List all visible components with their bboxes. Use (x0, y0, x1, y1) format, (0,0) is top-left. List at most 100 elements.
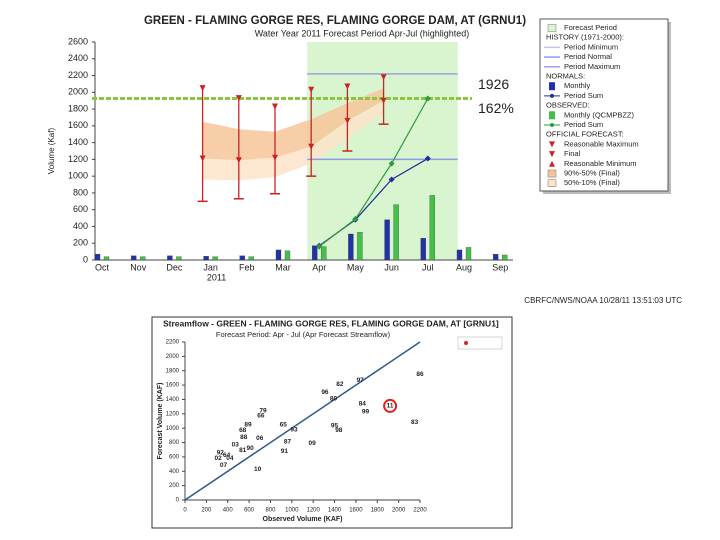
bar (393, 204, 399, 261)
bar (94, 253, 101, 261)
bar (203, 256, 209, 261)
forecast-final (199, 155, 206, 162)
y-tick-label: 2200 (68, 70, 88, 80)
y-tick-label: 1000 (166, 426, 180, 432)
legend-label: 90%-50% (Final) (564, 168, 620, 177)
forecast-max (272, 103, 278, 110)
bar (103, 256, 110, 261)
legend-swatch (547, 179, 557, 187)
x-tick-label: May (347, 262, 365, 272)
point-label: 84 (359, 400, 367, 407)
y-tick-label: 1200 (166, 411, 180, 417)
legend-swatch (547, 169, 557, 178)
year-label: 2011 (207, 272, 226, 282)
y-tick-label: 400 (169, 469, 180, 475)
forecast-final (308, 143, 315, 150)
forecast-max (380, 74, 387, 81)
y-tick-label: 1600 (68, 120, 88, 130)
point-label: 07 (220, 462, 228, 469)
point-label: 03 (232, 441, 240, 448)
y-tick-label: 1400 (166, 397, 180, 403)
point-label: 88 (240, 434, 248, 441)
bar (321, 246, 327, 261)
point-label: 95 (331, 423, 339, 430)
y-axis-label: Forecast Volume (KAF) (157, 383, 164, 460)
legend-marker (464, 341, 468, 345)
chart-title: Streamflow - GREEN - FLAMING GORGE RES, … (163, 318, 499, 328)
y-tick-label: 1400 (68, 137, 88, 147)
x-tick-label: 800 (265, 508, 276, 514)
bar (420, 238, 426, 261)
legend-label: Reasonable Maximum (564, 139, 639, 148)
point-label: 81 (239, 447, 247, 454)
forecast-final (235, 157, 242, 164)
bar (348, 233, 354, 261)
bar (176, 256, 182, 261)
legend-label: 50%-10% (Final) (564, 178, 620, 187)
legend-marker (549, 141, 555, 148)
bar (357, 232, 363, 261)
point-label: 98 (335, 427, 343, 434)
y-tick-label: 0 (83, 254, 88, 264)
point-label: 90 (247, 445, 255, 452)
y-tick-label: 200 (73, 238, 88, 248)
point-label: 89 (244, 421, 252, 428)
legend-heading: OBSERVED: (546, 101, 590, 110)
bar (493, 253, 499, 261)
period-sum-marker (316, 243, 323, 250)
legend-label: Final (564, 149, 581, 158)
percent-label: 162% (478, 100, 514, 116)
legend-label: Period Sum (564, 120, 603, 129)
forecast-final (344, 117, 351, 124)
point-label: 97 (357, 377, 365, 384)
x-tick-label: 0 (183, 508, 187, 514)
legend-heading: HISTORY (1971-2000): (546, 33, 624, 42)
y-tick-label: 800 (169, 440, 180, 446)
forecast-max (199, 85, 206, 92)
x-tick-label: 1200 (307, 508, 321, 514)
y-tick-label: 1200 (68, 154, 88, 164)
y-tick-label: 1600 (166, 383, 180, 389)
x-tick-label: 1400 (328, 508, 342, 514)
x-tick-label: 1000 (285, 508, 299, 514)
period-sum-marker (424, 155, 431, 162)
x-tick-label: Jan (203, 262, 218, 272)
y-tick-label: 1800 (68, 103, 88, 113)
point-label: 93 (290, 426, 298, 433)
x-tick-label: Oct (95, 262, 110, 272)
y-tick-label: 0 (176, 498, 180, 504)
point-label: 96 (321, 389, 329, 396)
point-label: 66 (257, 413, 265, 420)
y-tick-label: 2600 (68, 36, 88, 46)
legend-label: Period Maximum (564, 62, 620, 71)
x-tick-label: Apr (312, 262, 326, 272)
band-50-10 (202, 100, 384, 181)
bar (248, 256, 254, 261)
point-label: 11 (387, 403, 394, 410)
x-tick-label: 2200 (413, 508, 427, 514)
y-tick-label: 200 (169, 483, 180, 489)
y-tick-label: 400 (73, 221, 88, 231)
point-label: 86 (416, 371, 424, 378)
one-to-one-line (184, 341, 421, 501)
period-sum-marker (388, 160, 395, 167)
point-label: 91 (281, 448, 289, 455)
bar (239, 255, 245, 261)
point-label: 83 (411, 419, 419, 426)
y-axis-label: Volume (Kaf) (47, 128, 56, 175)
legend-marker (550, 93, 554, 98)
chart-title: GREEN - FLAMING GORGE RES, FLAMING GORGE… (144, 15, 526, 27)
legend-label: Monthly (564, 81, 591, 90)
legend-label: Monthly (QCMPBZZ) (564, 110, 635, 119)
chart-frame (151, 316, 513, 529)
point-label: 99 (362, 408, 370, 415)
footnote: CBRFC/NWS/NOAA 10/28/11 13:51:03 UTC (524, 296, 682, 305)
bar (167, 255, 173, 261)
point-label: 92 (217, 449, 225, 456)
period-sum-line (318, 98, 429, 248)
point-label: 87 (284, 439, 292, 446)
legend-bar (549, 111, 555, 120)
legend-heading: NORMALS: (546, 71, 585, 80)
